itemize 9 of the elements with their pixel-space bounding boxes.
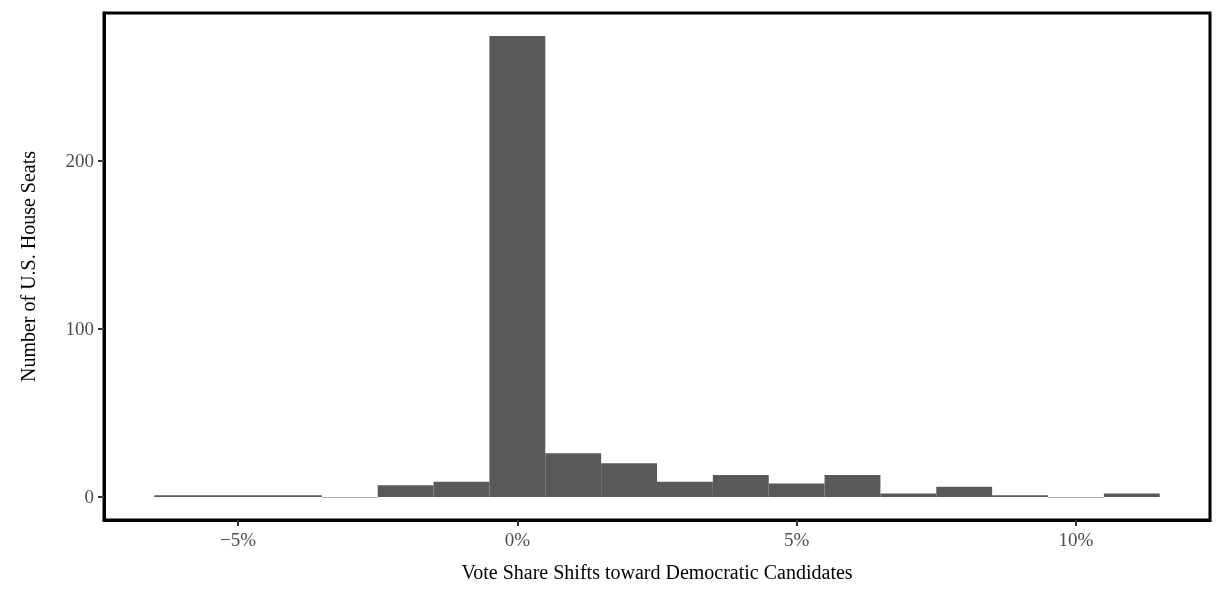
x-tick-label: 10% (1058, 529, 1094, 550)
x-axis-title: Vote Share Shifts toward Democratic Candidates (461, 561, 853, 583)
y-axis-title: Number of U.S. House Seats (17, 150, 39, 383)
y-tick-label: 200 (65, 150, 94, 172)
y-tick-label: 100 (65, 318, 94, 340)
x-tick-label: 0% (504, 529, 531, 550)
x-tick-label: −5% (220, 529, 257, 550)
y-tick-label: 0 (84, 486, 94, 508)
x-tick-label: 5% (783, 529, 810, 550)
